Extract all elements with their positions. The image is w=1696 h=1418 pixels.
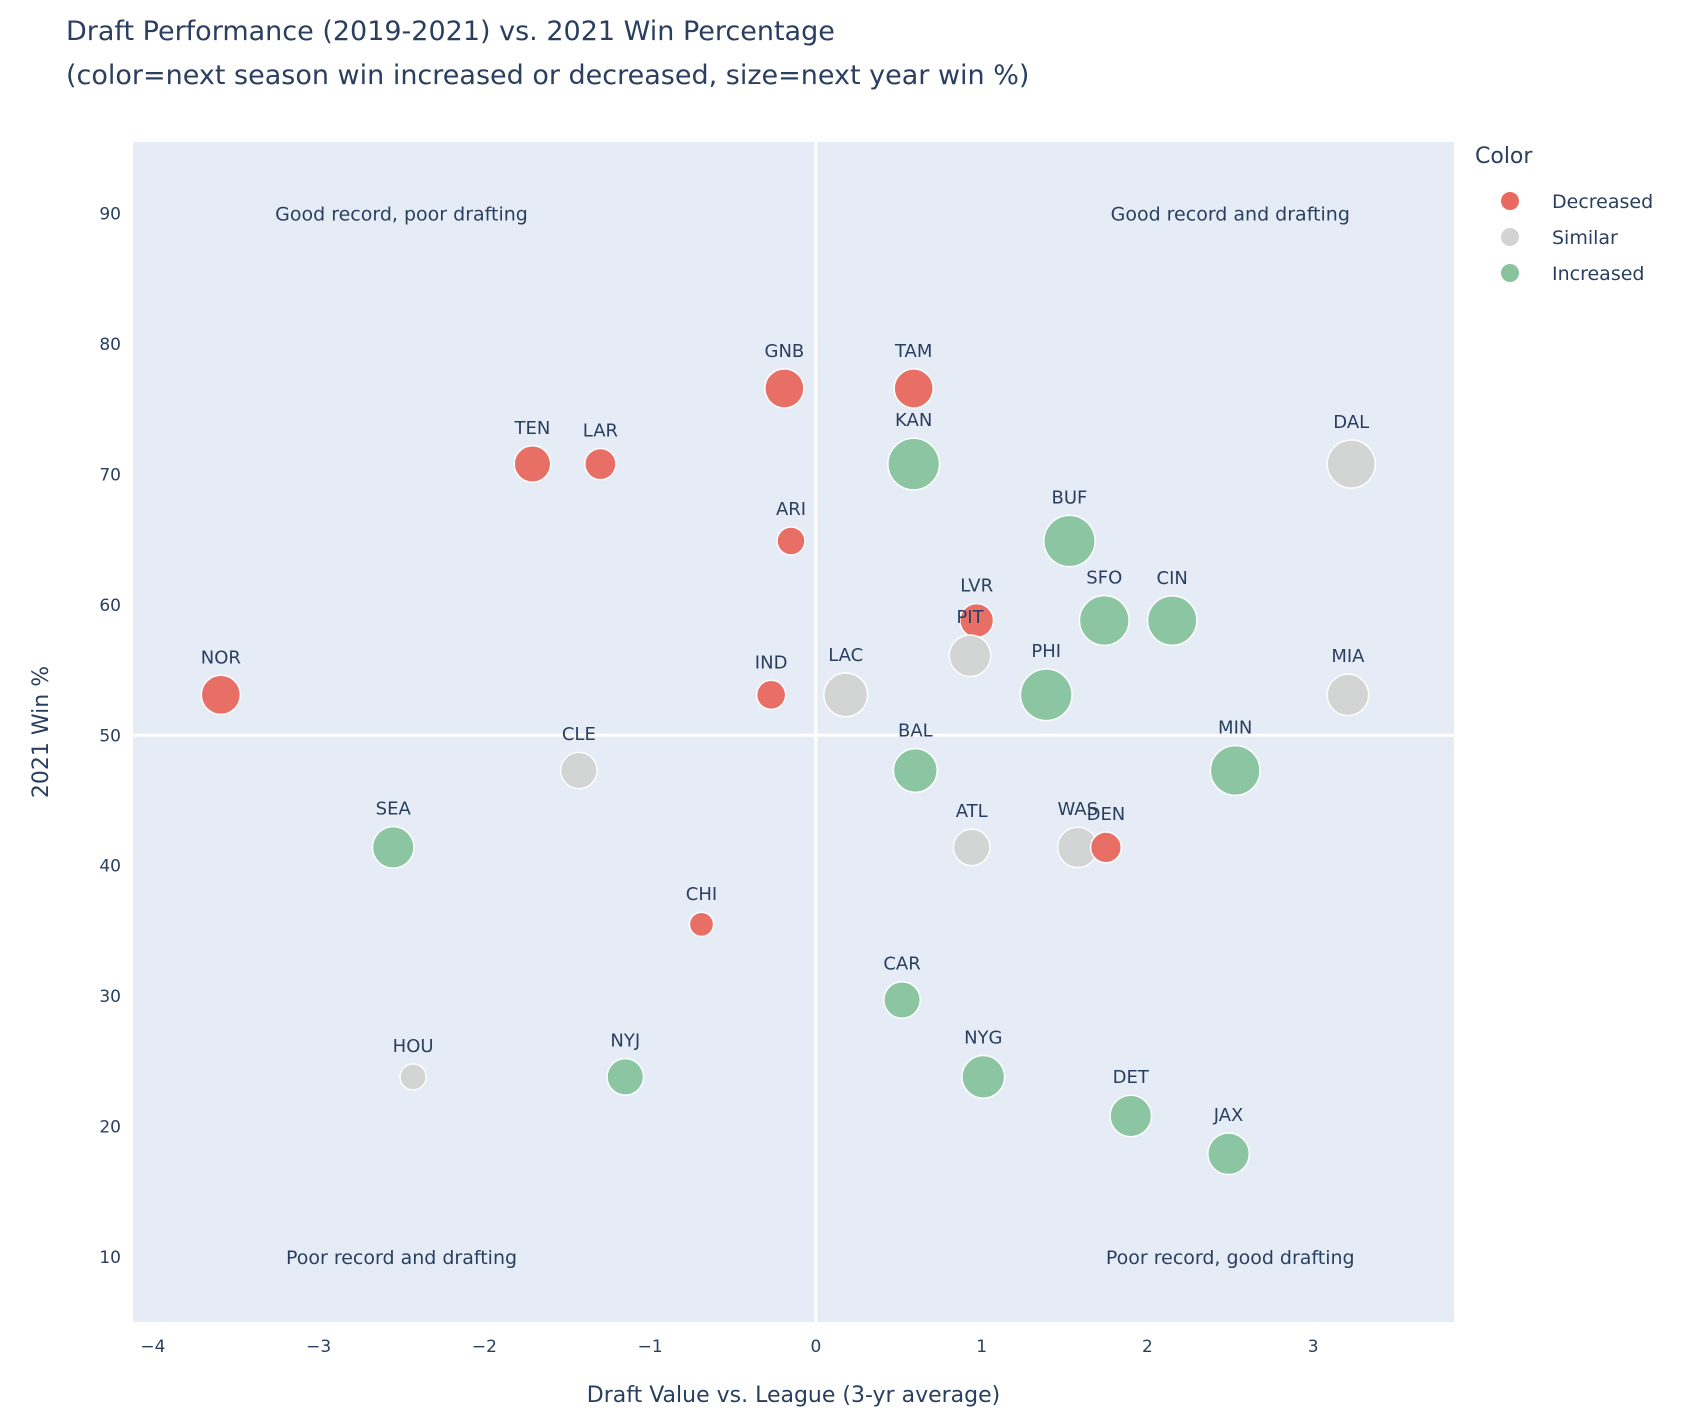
point-label-atl: ATL — [956, 801, 988, 822]
point-label-cin: CIN — [1157, 568, 1188, 589]
point-label-min: MIN — [1218, 718, 1252, 739]
point-label-cle: CLE — [562, 724, 596, 745]
y-tick-label: 40 — [99, 857, 121, 877]
data-point-den[interactable] — [1089, 831, 1123, 864]
x-tick-label: 0 — [810, 1337, 821, 1357]
data-point-pit[interactable] — [948, 634, 992, 678]
plot-area — [133, 142, 1454, 1322]
data-point-phi[interactable] — [1019, 668, 1073, 722]
data-point-nyj[interactable] — [606, 1057, 645, 1096]
point-label-buf: BUF — [1052, 487, 1088, 508]
data-point-lar[interactable] — [584, 447, 617, 481]
legend-item-decreased[interactable]: Decreased — [1501, 191, 1653, 213]
data-point-ten[interactable] — [513, 445, 552, 484]
x-axis-title: Draft Value vs. League (3-yr average) — [587, 1383, 1000, 1408]
data-point-jax[interactable] — [1207, 1132, 1251, 1176]
legend-marker-icon — [1501, 192, 1519, 210]
y-tick-label: 50 — [99, 726, 121, 746]
point-label-ari: ARI — [776, 499, 806, 520]
point-label-nor: NOR — [201, 647, 241, 668]
point-label-den: DEN — [1087, 804, 1126, 825]
data-point-sea[interactable] — [371, 825, 415, 869]
data-point-buf[interactable] — [1043, 514, 1096, 568]
data-point-ari[interactable] — [776, 526, 806, 556]
y-tick-label: 10 — [99, 1248, 121, 1268]
point-label-tam: TAM — [894, 341, 932, 362]
data-point-ind[interactable] — [755, 679, 787, 711]
point-label-phi: PHI — [1031, 641, 1061, 662]
legend-title: Color — [1475, 144, 1533, 169]
quadrant-label: Good record, poor drafting — [275, 204, 528, 226]
legend-item-similar[interactable]: Similar — [1501, 227, 1618, 249]
point-label-sea: SEA — [376, 799, 412, 820]
x-tick-label: −4 — [140, 1337, 165, 1357]
point-label-ten: TEN — [514, 418, 551, 439]
point-label-lvr: LVR — [960, 576, 993, 597]
x-tick-label: −3 — [306, 1337, 331, 1357]
legend-label: Similar — [1552, 227, 1618, 249]
point-label-chi: CHI — [686, 884, 717, 905]
data-point-kan[interactable] — [887, 437, 941, 491]
y-axis-title: 2021 Win % — [29, 666, 54, 798]
x-tick-label: −2 — [472, 1337, 497, 1357]
data-point-bal[interactable] — [892, 747, 938, 794]
y-tick-label: 30 — [99, 987, 121, 1007]
point-label-pit: PIT — [956, 607, 984, 628]
legend-marker-icon — [1501, 264, 1519, 282]
y-tick-label: 60 — [99, 596, 121, 616]
point-label-kan: KAN — [895, 410, 932, 431]
data-point-car[interactable] — [883, 980, 922, 1019]
legend-label: Increased — [1552, 263, 1644, 285]
point-label-det: DET — [1113, 1067, 1150, 1088]
data-point-nyg[interactable] — [961, 1054, 1006, 1099]
data-point-atl[interactable] — [952, 828, 991, 867]
point-label-was: WAS — [1057, 799, 1098, 820]
y-tick-label: 80 — [99, 335, 121, 355]
data-point-dal[interactable] — [1326, 439, 1377, 489]
data-point-chi[interactable] — [688, 911, 715, 938]
point-label-mia: MIA — [1331, 646, 1365, 667]
data-point-hou[interactable] — [399, 1063, 427, 1091]
point-label-hou: HOU — [393, 1036, 434, 1057]
data-point-tam[interactable] — [893, 368, 934, 409]
legend-marker-icon — [1501, 228, 1519, 246]
quadrant-label: Poor record, good drafting — [1106, 1247, 1355, 1269]
data-point-cle[interactable] — [559, 751, 598, 790]
legend-label: Decreased — [1552, 191, 1653, 213]
y-tick-label: 20 — [99, 1117, 121, 1137]
data-point-gnb[interactable] — [764, 368, 805, 409]
data-point-nor[interactable] — [200, 674, 242, 716]
point-label-sfo: SFO — [1086, 568, 1122, 589]
data-point-lac[interactable] — [823, 672, 869, 718]
point-label-nyg: NYG — [964, 1028, 1002, 1049]
x-tick-label: 1 — [976, 1337, 987, 1357]
data-point-cin[interactable] — [1146, 595, 1198, 646]
x-tick-label: 3 — [1308, 1337, 1319, 1357]
quadrant-label: Good record and drafting — [1111, 204, 1350, 226]
x-tick-label: −1 — [638, 1337, 663, 1357]
data-point-min[interactable] — [1209, 744, 1261, 797]
point-label-lar: LAR — [583, 420, 618, 441]
data-point-det[interactable] — [1109, 1094, 1153, 1138]
point-label-nyj: NYJ — [610, 1031, 640, 1052]
point-label-car: CAR — [883, 954, 920, 975]
y-tick-label: 70 — [99, 465, 121, 485]
point-label-dal: DAL — [1333, 412, 1369, 433]
point-label-bal: BAL — [898, 721, 933, 742]
y-tick-label: 90 — [99, 205, 121, 225]
legend-item-increased[interactable]: Increased — [1501, 263, 1644, 285]
point-label-gnb: GNB — [765, 341, 805, 362]
quadrant-label: Poor record and drafting — [286, 1247, 517, 1269]
x-tick-label: 2 — [1142, 1337, 1153, 1357]
legend[interactable]: Color Decreased Similar Increased — [1475, 144, 1653, 285]
chart-title-line2: (color=next season win increased or decr… — [66, 60, 1029, 91]
point-label-ind: IND — [755, 652, 788, 673]
point-label-lac: LAC — [828, 645, 863, 666]
point-label-jax: JAX — [1213, 1105, 1244, 1126]
data-point-sfo[interactable] — [1078, 594, 1130, 647]
chart-title-line1: Draft Performance (2019-2021) vs. 2021 W… — [66, 16, 835, 47]
data-point-mia[interactable] — [1326, 673, 1370, 717]
